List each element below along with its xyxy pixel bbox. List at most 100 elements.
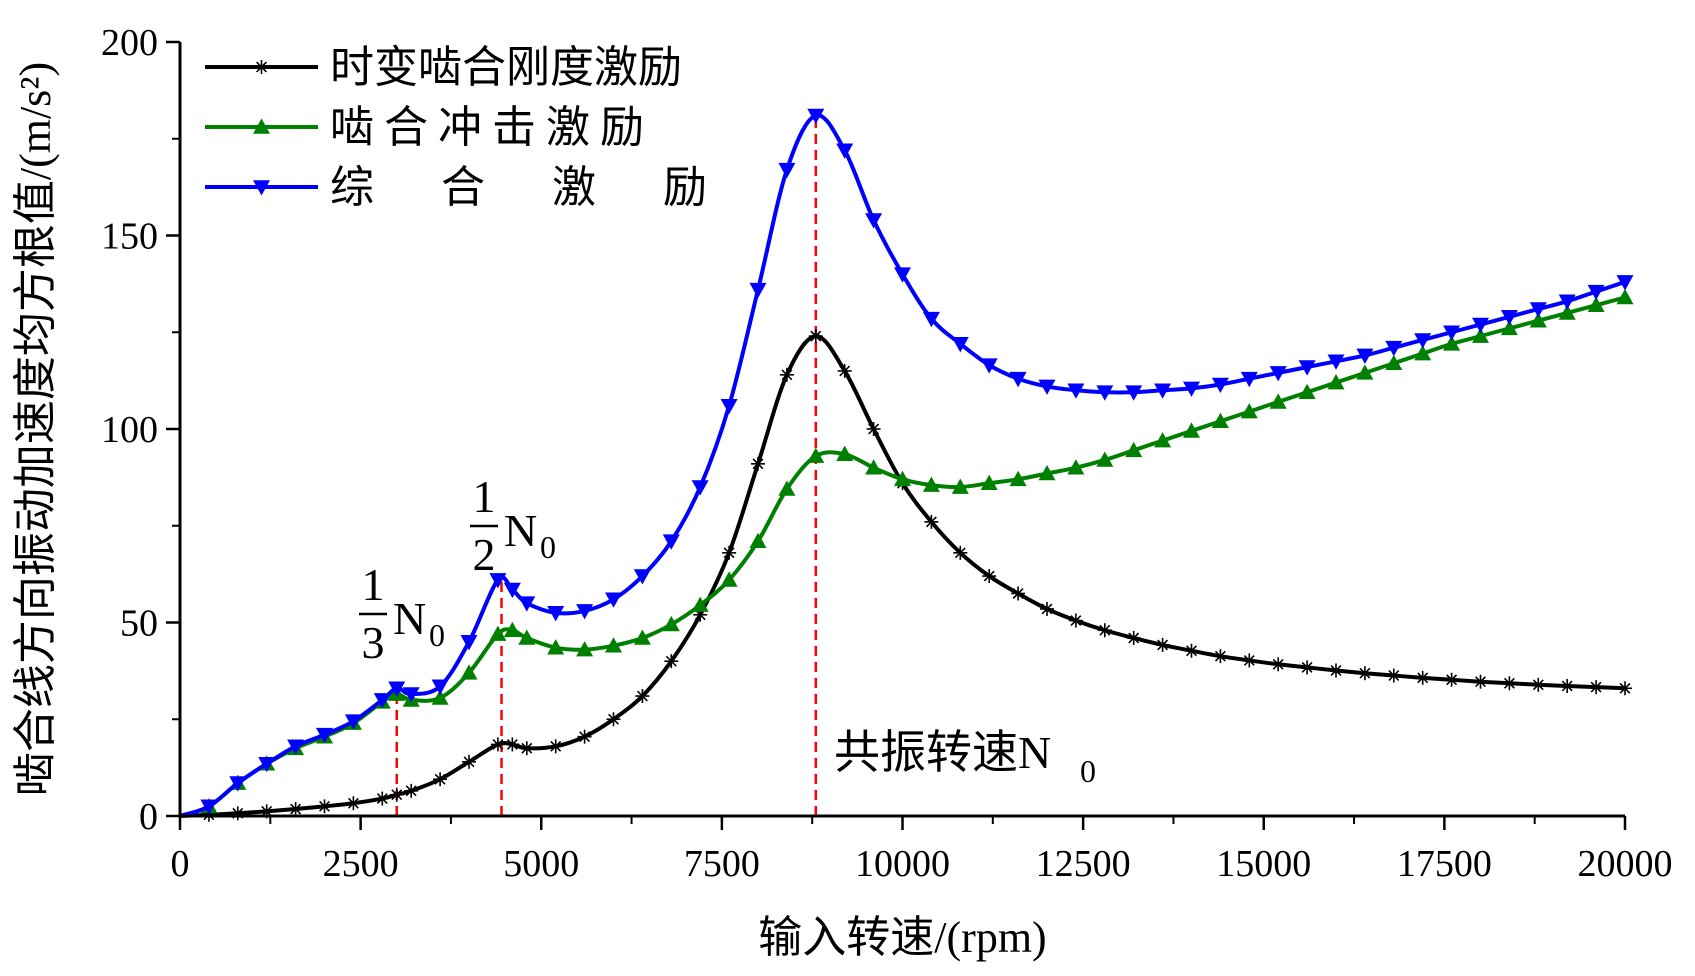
triangle-up-marker <box>1356 364 1374 380</box>
triangle-up-marker <box>633 629 651 645</box>
triangle-down-marker <box>1009 371 1027 388</box>
y-tick-label: 0 <box>139 796 158 838</box>
asterisk-marker <box>433 772 448 787</box>
triangle-down-marker <box>662 534 680 550</box>
annotation-subscript: 0 <box>429 617 445 653</box>
asterisk-marker <box>866 422 881 436</box>
triangle-up-marker <box>547 639 565 655</box>
triangle-down-marker <box>1038 379 1056 395</box>
triangle-down-marker <box>1356 348 1374 364</box>
asterisk-marker <box>1329 663 1343 678</box>
triangle-down-marker <box>503 582 521 599</box>
axes: 0 2500 5000 7500 10000 12500 15000 17500 2000005… <box>101 22 1673 885</box>
triangle-down-marker <box>836 143 854 159</box>
annotation-half-n0: 1 2 N 0 <box>470 471 556 580</box>
annotation-one-third-n0: 1 3 N 0 <box>359 559 445 668</box>
triangle-down-marker <box>229 776 247 792</box>
triangle-down-marker <box>980 358 998 374</box>
triangle-up-marker <box>1096 451 1114 467</box>
triangle-up-marker <box>460 664 478 680</box>
triangle-up-marker <box>720 571 738 587</box>
triangle-up-marker <box>749 532 767 549</box>
y-axis-label: 啮合线方向振动加速度均方根值/(m/s²) <box>11 62 60 796</box>
triangle-down-marker <box>1298 360 1316 376</box>
triangle-down-marker <box>287 739 305 755</box>
triangle-up-marker <box>1009 470 1027 487</box>
triangle-down-marker <box>1183 381 1200 397</box>
asterisk-marker <box>1560 678 1575 693</box>
triangle-down-marker <box>1500 309 1518 326</box>
legend-entry-1: 时变啮合刚度激励 <box>205 43 682 92</box>
triangle-down-marker <box>1067 383 1085 399</box>
series-3 <box>179 108 1634 818</box>
triangle-down-marker <box>402 687 420 703</box>
asterisk-marker <box>317 799 332 814</box>
triangle-down-marker <box>431 679 449 695</box>
triangle-down-marker <box>200 799 218 815</box>
triangle-up-marker <box>1327 374 1345 390</box>
triangle-up-marker <box>1183 422 1200 438</box>
triangle-down-marker <box>1616 275 1634 291</box>
triangle-down-marker <box>1443 325 1461 341</box>
triangle-up-marker <box>980 474 998 490</box>
legend-label: 时变啮合刚度激励 <box>330 43 682 92</box>
triangle-up-marker <box>807 447 825 463</box>
triangle-down-marker <box>1269 366 1287 382</box>
triangle-down-marker <box>1587 284 1605 301</box>
triangle-up-marker <box>576 641 594 657</box>
asterisk-marker <box>1300 660 1315 675</box>
triangle-down-marker <box>951 337 969 353</box>
asterisk-marker <box>1357 666 1372 681</box>
x-tick-label: 10000 <box>855 843 950 885</box>
asterisk-marker <box>924 514 939 529</box>
asterisk-marker <box>1531 677 1546 692</box>
triangle-down-marker <box>1558 294 1576 310</box>
x-tick-label: 0 <box>171 843 190 885</box>
asterisk-marker <box>953 545 968 560</box>
asterisk-marker <box>505 737 520 752</box>
triangle-up-marker <box>1529 312 1547 328</box>
asterisk-marker <box>664 654 679 669</box>
asterisk-marker <box>1444 672 1459 687</box>
asterisk-marker <box>635 689 650 704</box>
asterisk-marker <box>808 329 823 344</box>
x-tick-label: 17500 <box>1397 843 1492 885</box>
asterisk-marker <box>1502 676 1517 691</box>
x-tick-label: 15000 <box>1216 843 1311 885</box>
asterisk-marker <box>462 754 476 769</box>
fraction-numerator: 1 <box>473 471 496 522</box>
x-tick-label: 20000 <box>1578 843 1673 885</box>
triangle-down-marker <box>691 480 709 496</box>
asterisk-marker <box>779 367 794 382</box>
triangle-up-marker <box>518 629 536 645</box>
annotation-text: N <box>393 593 426 644</box>
triangle-down-marker <box>894 267 911 283</box>
fraction-numerator: 1 <box>362 559 385 610</box>
triangle-down-marker <box>489 573 507 589</box>
triangle-up-marker <box>605 637 622 653</box>
triangle-up-marker <box>1500 319 1518 336</box>
x-axis-label: 输入转速/(rpm) <box>758 913 1046 962</box>
asterisk-marker <box>1155 637 1170 652</box>
asterisk-marker <box>346 796 361 811</box>
triangle-up-marker <box>1125 441 1143 458</box>
fraction-denominator: 2 <box>473 529 496 580</box>
triangle-down-marker <box>576 604 594 620</box>
asterisk-marker <box>548 739 563 754</box>
y-tick-label: 50 <box>120 603 158 645</box>
triangle-up-marker <box>778 480 796 496</box>
asterisk-marker <box>751 456 765 471</box>
x-tick-label: 7500 <box>684 843 760 885</box>
asterisk-marker <box>375 791 390 806</box>
asterisk-marker <box>1386 668 1401 683</box>
triangle-down-marker <box>1125 385 1143 401</box>
annotation-subscript: 0 <box>540 529 556 565</box>
triangle-down-marker <box>388 681 406 697</box>
triangle-up-marker <box>662 615 680 632</box>
asterisk-marker <box>722 545 737 560</box>
triangle-down-marker <box>258 756 276 773</box>
triangle-down-marker <box>1096 385 1114 401</box>
asterisk-marker <box>837 363 852 378</box>
triangle-up-marker <box>922 476 940 492</box>
annotation-subscript: 0 <box>1080 753 1096 789</box>
